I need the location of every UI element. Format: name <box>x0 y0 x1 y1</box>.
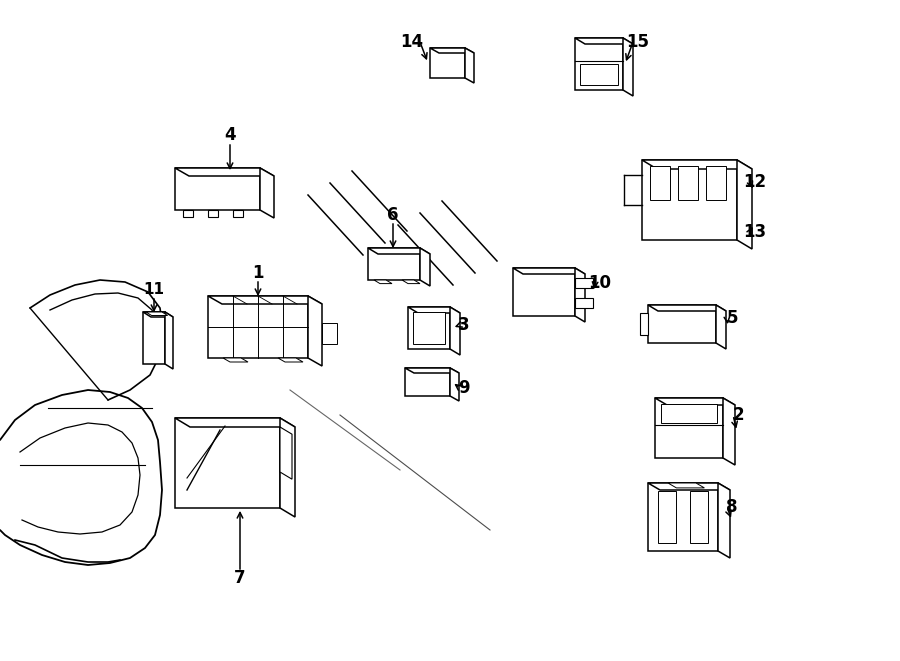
Polygon shape <box>648 305 716 343</box>
Polygon shape <box>690 491 708 543</box>
Polygon shape <box>280 418 295 517</box>
Polygon shape <box>368 248 430 254</box>
Text: 4: 4 <box>224 126 236 144</box>
Polygon shape <box>450 368 459 401</box>
Polygon shape <box>723 398 735 465</box>
Polygon shape <box>408 307 460 313</box>
Polygon shape <box>575 298 593 308</box>
Text: 11: 11 <box>143 282 165 297</box>
Text: 6: 6 <box>387 206 399 224</box>
Polygon shape <box>642 160 752 169</box>
Polygon shape <box>430 48 465 78</box>
Polygon shape <box>175 168 260 210</box>
Polygon shape <box>208 296 308 358</box>
Polygon shape <box>175 418 295 427</box>
Polygon shape <box>278 358 303 362</box>
Polygon shape <box>175 168 274 176</box>
Text: 8: 8 <box>726 498 738 516</box>
Polygon shape <box>678 166 698 200</box>
Polygon shape <box>661 404 717 423</box>
Polygon shape <box>413 312 445 344</box>
Polygon shape <box>374 280 392 284</box>
Polygon shape <box>143 312 165 364</box>
Polygon shape <box>183 210 193 217</box>
Polygon shape <box>640 313 648 335</box>
Polygon shape <box>706 166 726 200</box>
Polygon shape <box>718 483 730 558</box>
Polygon shape <box>208 210 218 217</box>
Polygon shape <box>208 296 322 304</box>
Polygon shape <box>260 168 274 218</box>
Polygon shape <box>658 491 676 543</box>
Text: 1: 1 <box>252 264 264 282</box>
Polygon shape <box>308 296 322 366</box>
Text: 12: 12 <box>743 173 767 191</box>
Polygon shape <box>737 160 752 249</box>
Polygon shape <box>642 160 737 240</box>
Polygon shape <box>420 248 430 286</box>
Polygon shape <box>175 418 280 508</box>
Polygon shape <box>513 268 585 274</box>
Text: 15: 15 <box>626 33 650 51</box>
Polygon shape <box>165 312 173 369</box>
Polygon shape <box>146 312 167 315</box>
Polygon shape <box>580 64 618 85</box>
Text: 13: 13 <box>743 223 767 241</box>
Polygon shape <box>402 280 420 284</box>
Text: 14: 14 <box>400 33 424 51</box>
Polygon shape <box>648 483 730 490</box>
Polygon shape <box>368 248 420 280</box>
Polygon shape <box>450 307 460 355</box>
Polygon shape <box>465 48 474 83</box>
Polygon shape <box>650 166 670 200</box>
Polygon shape <box>405 368 450 396</box>
Polygon shape <box>143 312 173 317</box>
Polygon shape <box>648 305 726 311</box>
Text: 3: 3 <box>458 316 470 334</box>
Polygon shape <box>575 278 593 288</box>
Text: 9: 9 <box>458 379 470 397</box>
Polygon shape <box>655 398 735 405</box>
Text: 7: 7 <box>234 569 246 587</box>
Polygon shape <box>280 427 292 479</box>
Polygon shape <box>408 307 450 349</box>
Polygon shape <box>648 483 718 551</box>
Polygon shape <box>668 483 705 488</box>
Polygon shape <box>716 305 726 349</box>
Polygon shape <box>430 48 474 53</box>
Polygon shape <box>623 38 633 96</box>
Polygon shape <box>405 368 459 373</box>
Text: 10: 10 <box>589 274 611 292</box>
Polygon shape <box>575 38 623 90</box>
Text: 5: 5 <box>726 309 738 327</box>
Polygon shape <box>575 38 633 44</box>
Polygon shape <box>233 210 243 217</box>
Text: 2: 2 <box>733 406 743 424</box>
Polygon shape <box>513 268 575 316</box>
Polygon shape <box>575 268 585 322</box>
Polygon shape <box>322 323 337 344</box>
Polygon shape <box>223 358 248 362</box>
Polygon shape <box>655 398 723 458</box>
